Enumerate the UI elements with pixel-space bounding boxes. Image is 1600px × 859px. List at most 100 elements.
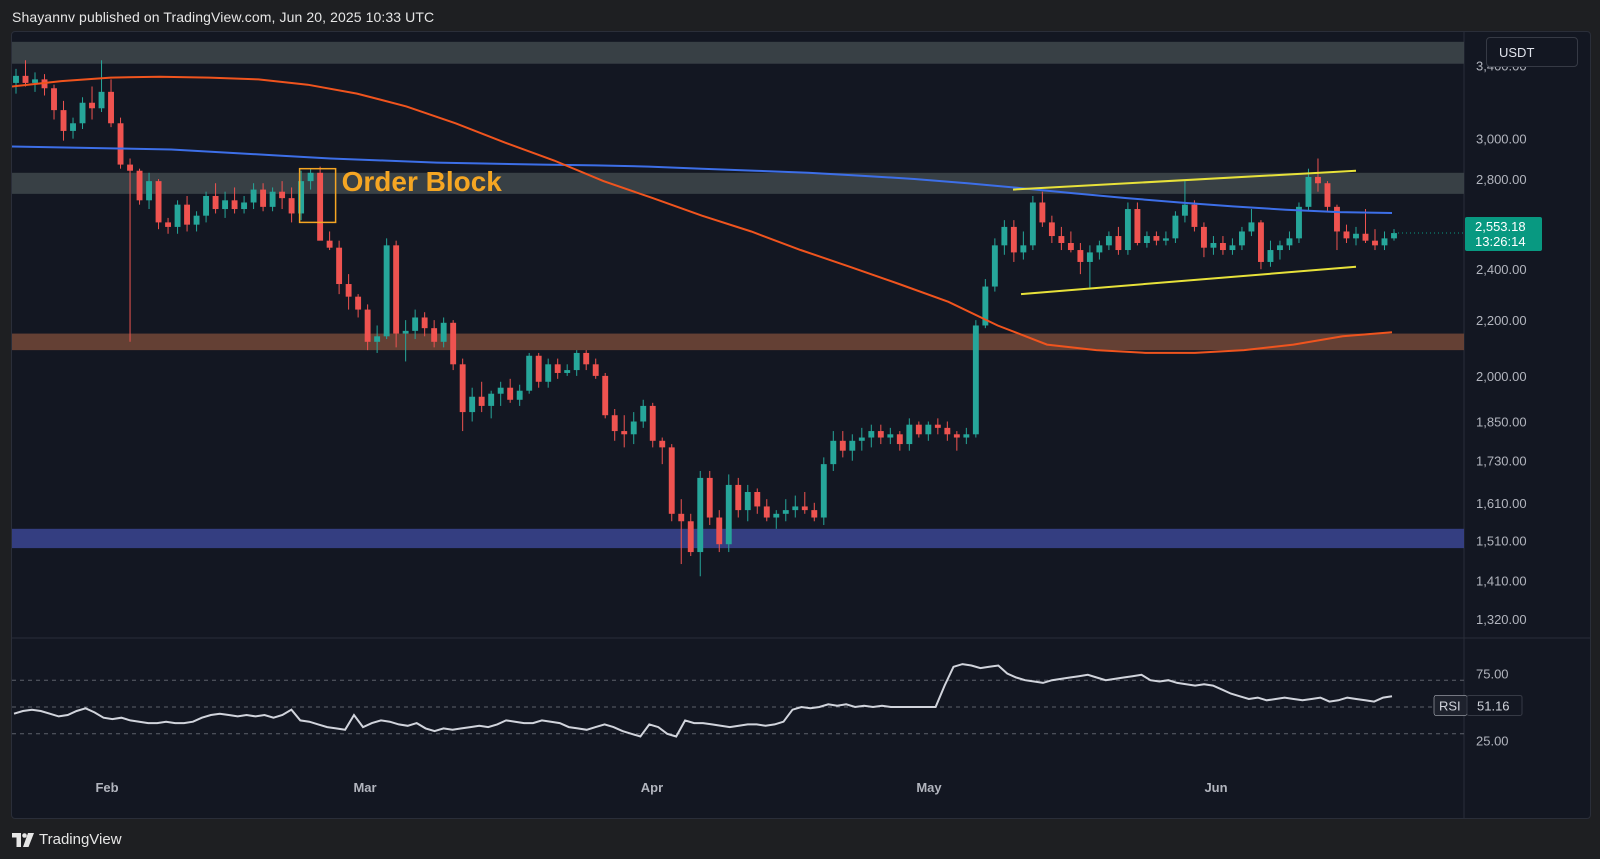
candle-body: [269, 191, 276, 207]
candle: [925, 421, 932, 441]
candle: [1229, 238, 1236, 255]
candle: [1315, 158, 1321, 192]
candle: [896, 431, 903, 451]
currency-selector[interactable]: USDT: [1486, 37, 1578, 67]
candle: [383, 238, 390, 340]
rsi-tick-label: 25.00: [1476, 734, 1509, 749]
candle-body: [1096, 245, 1103, 253]
candle: [1200, 222, 1207, 258]
candle-body: [402, 330, 409, 334]
candle: [687, 513, 694, 557]
candle: [1381, 231, 1388, 251]
candle: [1248, 209, 1255, 237]
price-tick-label: 2,200.00: [1476, 313, 1527, 328]
candle-body: [440, 322, 447, 342]
candle-body: [117, 123, 124, 165]
trendline-0: [1012, 169, 1357, 191]
candle: [402, 320, 409, 362]
candle-body: [649, 405, 656, 441]
candle: [108, 79, 114, 128]
candle: [801, 491, 808, 514]
candle-body: [602, 375, 609, 416]
candle-body: [374, 336, 381, 342]
time-axis-label: Feb: [95, 780, 118, 795]
candle: [602, 372, 609, 419]
candle-body: [887, 434, 894, 438]
candle-body: [355, 296, 362, 310]
candle-body: [70, 123, 76, 131]
candle-body: [307, 172, 314, 182]
candle: [649, 402, 656, 448]
price-tick-label: 1,850.00: [1476, 415, 1527, 430]
candle-body: [1010, 226, 1017, 253]
candle: [678, 499, 685, 565]
candle-body: [592, 364, 599, 376]
candle: [763, 499, 770, 522]
candle: [1258, 220, 1264, 270]
zone-0: [12, 41, 1464, 64]
candle: [820, 457, 827, 526]
candle: [1372, 229, 1378, 251]
rsi-name-label: RSI: [1439, 698, 1461, 713]
candle-body: [383, 245, 390, 337]
candle: [488, 390, 495, 419]
candle: [241, 195, 248, 214]
candle-body: [1124, 209, 1131, 251]
zone-2: [12, 333, 1464, 351]
chart-area[interactable]: Order Block 3,400.003,000.002,800.002,60…: [11, 31, 1591, 819]
candle-body: [877, 431, 884, 438]
candle-body: [260, 189, 267, 207]
candle-body: [868, 431, 875, 438]
candle-body: [1172, 215, 1179, 239]
candle-body: [241, 202, 248, 210]
candle: [70, 117, 76, 139]
candle: [1305, 168, 1312, 212]
candle-body: [250, 189, 257, 203]
candle-body: [1105, 236, 1112, 246]
candle-body: [763, 506, 770, 518]
candle: [1277, 240, 1283, 260]
candle: [431, 320, 438, 348]
candle-body: [611, 415, 618, 432]
candle: [364, 304, 371, 351]
candle-body: [573, 352, 580, 371]
candle: [773, 510, 780, 529]
candle-body: [725, 484, 732, 545]
candle: [1362, 209, 1369, 244]
candle: [630, 412, 637, 445]
candle-body: [1324, 183, 1331, 207]
candle: [592, 358, 599, 379]
candle-body: [1162, 238, 1169, 241]
candle-body: [165, 222, 172, 227]
candle: [668, 444, 675, 522]
candle-countdown: 13:26:14: [1475, 234, 1526, 249]
time-axis-label: Apr: [641, 780, 663, 795]
candle-body: [1343, 231, 1350, 239]
candle-body: [735, 484, 742, 511]
candle: [735, 477, 742, 518]
candle: [611, 408, 618, 441]
candle: [1172, 211, 1179, 244]
candle-body: [1334, 206, 1340, 232]
candle: [345, 274, 352, 310]
candle-body: [212, 195, 219, 210]
candle-body: [478, 396, 485, 406]
candle-body: [991, 245, 998, 287]
candle-body: [1048, 222, 1055, 237]
footer-brand[interactable]: TradingView: [12, 831, 122, 848]
price-tick-label: 1,320.00: [1476, 612, 1527, 627]
price-chart-svg[interactable]: Order Block 3,400.003,000.002,800.002,60…: [12, 32, 1590, 818]
candle: [1162, 231, 1169, 246]
candle: [51, 84, 57, 120]
candle: [906, 418, 913, 451]
candle: [222, 191, 229, 218]
candle-body: [364, 309, 371, 342]
order-block-label: Order Block: [342, 166, 503, 197]
candle-body: [336, 247, 343, 285]
candle-body: [450, 322, 457, 365]
order-block-box: [298, 167, 337, 224]
candle-body: [108, 91, 114, 124]
price-tick-label: 1,410.00: [1476, 573, 1527, 588]
candle-body: [1153, 236, 1160, 241]
candle-body: [136, 170, 143, 201]
